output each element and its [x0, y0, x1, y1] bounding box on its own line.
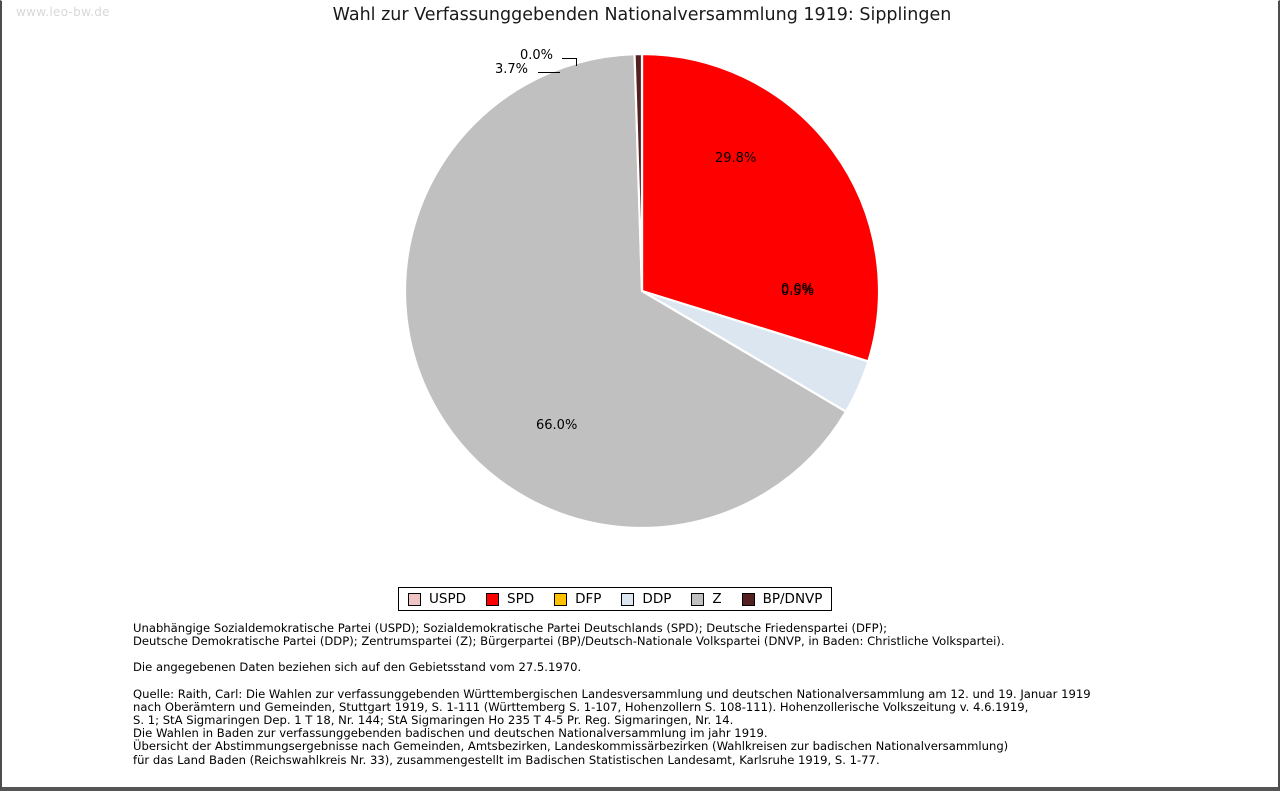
- footnote-party-names: Unabhängige Sozialdemokratische Partei (…: [133, 621, 1183, 649]
- legend-swatch-icon: [554, 592, 568, 606]
- slice-label-spd: 29.8%: [715, 151, 757, 166]
- pie-slice-spd[interactable]: [640, 53, 880, 363]
- footnote-source-line: Die Wahlen in Baden zur verfassunggebend…: [133, 726, 768, 741]
- legend-item-bp-dnvp[interactable]: BP/DNVP: [741, 591, 823, 607]
- slice-label-bp-dnvp: 0.5%: [781, 284, 815, 299]
- legend-item-ddp[interactable]: DDP: [621, 591, 671, 607]
- pie-slice-bp-dnvp[interactable]: [633, 53, 644, 293]
- footnote-territory-status: Die angegebenen Daten beziehen sich auf …: [133, 661, 1183, 674]
- pie-svg: [404, 53, 880, 529]
- legend-swatch-icon: [621, 592, 635, 606]
- slice-label-ddp: 3.7%: [495, 62, 529, 77]
- pie-slice-z[interactable]: [404, 53, 848, 529]
- legend-item-uspd[interactable]: USPD: [408, 591, 466, 607]
- footnote-source-line: nach Oberämtern und Gemeinden, Stuttgart…: [133, 699, 1029, 714]
- leader-line-ddp-horizontal: [538, 71, 560, 73]
- slice-label-z: 66.0%: [536, 418, 578, 433]
- legend-item-dfp[interactable]: DFP: [554, 591, 601, 607]
- footnote-source-line: Übersicht der Abstimmungsergebnisse nach…: [133, 739, 1009, 754]
- leader-line-uspd-vertical: [575, 57, 577, 66]
- legend-label: BP/DNVP: [762, 591, 823, 607]
- legend-swatch-icon: [486, 592, 499, 606]
- footnote-source-line: S. 1; StA Sigmaringen Dep. 1 T 18, Nr. 1…: [133, 713, 734, 728]
- page-title: Wahl zur Verfassunggebenden Nationalvers…: [332, 5, 952, 25]
- legend-label: DFP: [575, 591, 602, 607]
- footnote-party-names-line: Deutsche Demokratische Partei (DDP); Zen…: [133, 634, 1005, 649]
- watermark-leo-bw: www.leo-bw.de: [16, 5, 110, 19]
- legend-label: DDP: [642, 591, 672, 607]
- legend-swatch-icon: [691, 592, 705, 606]
- footnote-party-names-line: Unabhängige Sozialdemokratische Partei (…: [133, 621, 888, 635]
- legend-swatch-icon: [408, 592, 421, 606]
- slice-label-uspd: 0.0%: [520, 48, 554, 63]
- chart-legend: USPD SPD DFP DDP Z BP/DNVP: [398, 587, 833, 611]
- legend-label: Z: [712, 591, 722, 607]
- legend-swatch-icon: [741, 592, 755, 606]
- chart-footnotes: Unabhängige Sozialdemokratische Partei (…: [133, 621, 1183, 767]
- legend-item-z[interactable]: Z: [691, 591, 722, 607]
- footnote-source-line: Quelle: Raith, Carl: Die Wahlen zur verf…: [133, 686, 1091, 701]
- legend-item-spd[interactable]: SPD: [486, 591, 534, 607]
- footnote-territory-line: Die angegebenen Daten beziehen sich auf …: [133, 660, 582, 675]
- legend-label: USPD: [429, 591, 466, 607]
- footnote-source-line: für das Land Baden (Reichswahlkreis Nr. …: [133, 752, 880, 767]
- footnote-source: Quelle: Raith, Carl: Die Wahlen zur verf…: [133, 686, 1183, 767]
- leader-line-uspd-horizontal: [562, 57, 577, 59]
- legend-label: SPD: [507, 591, 535, 607]
- slice-label-dfp: 0.0%: [781, 282, 815, 297]
- pie-chart: [404, 53, 880, 529]
